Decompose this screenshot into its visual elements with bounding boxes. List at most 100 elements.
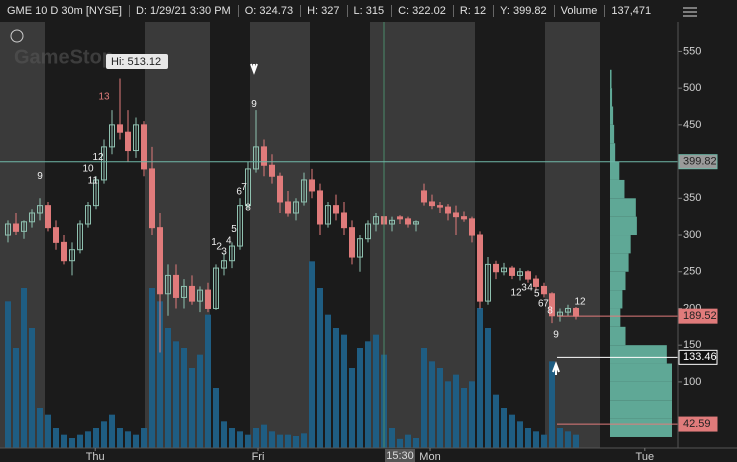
annotation: 13 — [98, 92, 110, 103]
candle-body — [565, 307, 571, 313]
info-icon[interactable] — [10, 29, 24, 43]
candle-body — [165, 274, 171, 295]
volume-bar — [69, 438, 75, 448]
candle-body — [261, 146, 267, 166]
volume-bar — [325, 314, 331, 448]
candle-body — [53, 227, 59, 243]
candle-body — [125, 131, 131, 152]
field: L: 315 — [346, 5, 385, 17]
profile-bar — [610, 88, 613, 107]
annotation: 7 — [241, 182, 247, 193]
volume-bar — [29, 328, 35, 448]
price-label: 189.52 — [683, 310, 717, 322]
volume-bar — [197, 354, 203, 448]
profile-bar — [610, 143, 616, 162]
annotation: 10 — [82, 164, 94, 175]
volume-bar — [229, 428, 235, 448]
field-value: 399.82 — [513, 5, 547, 17]
annotation: 3 — [221, 247, 227, 258]
candle-body — [101, 146, 107, 181]
candle-body — [133, 124, 139, 152]
candle-body — [109, 124, 115, 148]
volume-bar — [461, 388, 467, 448]
volume-bar — [493, 394, 499, 448]
volume-bar — [237, 431, 243, 448]
watermark: GameStop — [14, 46, 114, 68]
candle-body — [493, 263, 499, 273]
symbol: GME 10 D 30m [NYSE] — [7, 5, 122, 17]
price-layer: GameStop100150200250300350400450500550Hi… — [0, 22, 718, 448]
high-box — [106, 54, 168, 69]
candle-body — [333, 205, 339, 214]
candle-body — [469, 218, 475, 236]
volume-bar — [85, 431, 91, 448]
volume-bar — [117, 428, 123, 448]
candle-body — [533, 278, 539, 287]
down-arrow — [250, 63, 258, 75]
volume-label: Volume — [553, 5, 597, 17]
volume-bar — [253, 428, 259, 448]
candle-body — [37, 205, 43, 214]
volume-bar — [261, 424, 267, 448]
candle-body — [157, 227, 163, 295]
annotation: 8 — [547, 305, 553, 316]
candle-body — [93, 179, 99, 207]
volume-bar — [517, 421, 523, 448]
candle-body — [253, 146, 259, 170]
y-tick-label: 250 — [683, 266, 701, 278]
volume-bar — [421, 348, 427, 448]
annotation: 5 — [534, 288, 540, 299]
candle-body — [29, 212, 35, 223]
volume-bar — [477, 308, 483, 448]
profile-bar — [610, 326, 626, 346]
volume-bar — [5, 301, 11, 448]
candle-body — [221, 260, 227, 269]
volume-bar — [389, 428, 395, 448]
candle-body — [5, 223, 11, 236]
candle-body — [189, 285, 195, 302]
candle-body — [285, 201, 291, 214]
volume-bar — [349, 368, 355, 448]
volume-bar — [509, 414, 515, 448]
candle-body — [477, 234, 483, 302]
volume-bar — [357, 348, 363, 448]
candle-body — [237, 205, 243, 247]
annotation: 4 — [527, 283, 533, 294]
candle-body — [397, 216, 403, 220]
volume-bar — [533, 431, 539, 448]
profile-bar — [610, 308, 621, 327]
field-value: 315 — [365, 5, 385, 17]
candle-body — [77, 223, 83, 251]
volume-bar — [437, 368, 443, 448]
profile-bar — [610, 69, 612, 89]
field-label: C: — [398, 5, 410, 17]
candle-body — [61, 241, 67, 262]
annotation: 2 — [216, 241, 222, 252]
candle-body — [309, 179, 315, 192]
annotation: 11 — [88, 175, 99, 186]
field-label: H: — [307, 5, 319, 17]
volume-bar — [45, 414, 51, 448]
volume-bar — [365, 341, 371, 448]
candle-body — [453, 212, 459, 218]
volume-bar — [285, 434, 291, 448]
volume-bar — [309, 261, 315, 448]
volume-bar — [213, 388, 219, 448]
profile-bar — [610, 235, 631, 254]
candle-body — [365, 223, 371, 240]
candle-body — [549, 293, 555, 317]
menu-icon[interactable] — [683, 7, 697, 17]
volume-bar — [141, 428, 147, 448]
candle-body — [277, 175, 283, 203]
candle-body — [373, 216, 379, 225]
volume-bar — [133, 434, 139, 448]
annotation: 5 — [231, 224, 237, 235]
volume-bar — [413, 438, 419, 448]
volume-bar — [165, 328, 171, 448]
profile-bar — [610, 216, 637, 236]
annotation: 6 — [538, 299, 544, 310]
price-label: 42.59 — [683, 418, 711, 430]
y-tick-label: 450 — [683, 119, 701, 131]
volume-bar — [429, 361, 435, 448]
volume-bar — [333, 328, 339, 448]
